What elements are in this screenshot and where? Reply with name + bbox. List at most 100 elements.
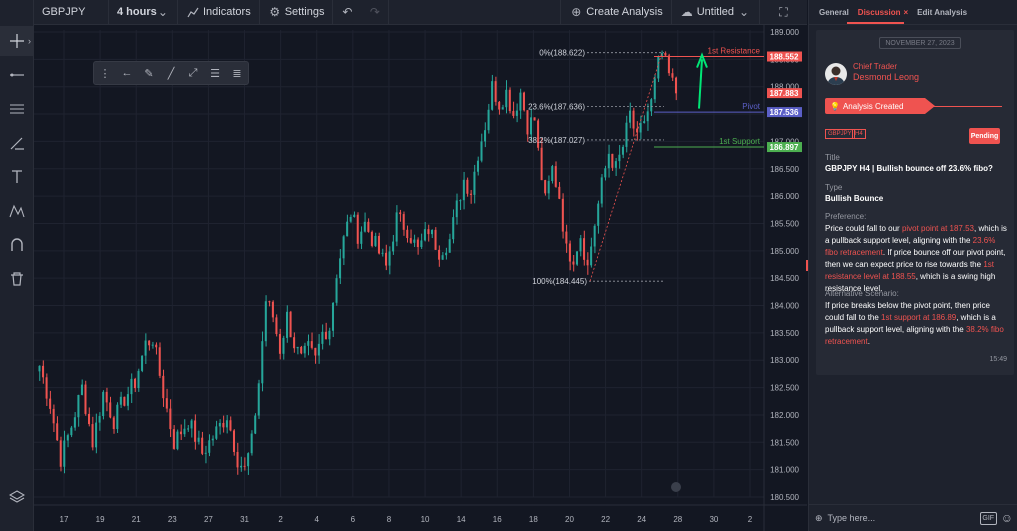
candle-body xyxy=(632,110,635,129)
tab-discussion[interactable]: Discussion × xyxy=(858,8,908,17)
candle-body xyxy=(331,302,335,331)
candle-body xyxy=(646,111,649,122)
type-value: Bullish Bounce xyxy=(825,194,884,203)
cloud-icon: ☁ xyxy=(680,5,693,19)
price-chart[interactable]: 189.000188.500188.000187.500187.000186.5… xyxy=(34,25,807,531)
undo-button[interactable]: ↶ xyxy=(333,0,361,25)
candle-body xyxy=(151,344,154,346)
avatar xyxy=(825,63,847,85)
fib-level-label: 100%(184.445) xyxy=(532,277,587,286)
candle-body xyxy=(597,203,600,226)
status-badge: Pending xyxy=(969,128,1000,144)
chart-canvas[interactable]: 189.000188.500188.000187.500187.000186.5… xyxy=(34,25,807,531)
candle-body xyxy=(501,107,504,110)
candle-body xyxy=(321,331,324,344)
author-name[interactable]: Desmond Leong xyxy=(853,72,920,82)
create-analysis-button[interactable]: ⊕ Create Analysis xyxy=(560,0,672,25)
y-tick-label: 186.000 xyxy=(770,192,799,201)
candle-body xyxy=(473,171,476,195)
candle-body xyxy=(476,160,479,172)
candle-body xyxy=(119,396,122,405)
candle-body xyxy=(208,440,211,453)
fullscreen-button[interactable]: ⛶ xyxy=(760,0,807,25)
layout-dropdown[interactable]: ☁ Untitled ⌄ xyxy=(672,0,760,25)
close-icon[interactable]: × xyxy=(903,7,909,17)
chevron-down-icon: ⌄ xyxy=(157,5,168,19)
candle-body xyxy=(452,217,455,240)
fib-retracement-icon[interactable]: ☰ xyxy=(210,67,220,80)
settings-button[interactable]: ⚙ Settings xyxy=(260,0,334,25)
fib-level-label: 38.2%(187.027) xyxy=(528,136,585,145)
tab-general[interactable]: General xyxy=(819,8,849,17)
candle-body xyxy=(621,146,624,155)
x-tick-label: 19 xyxy=(96,515,105,524)
analysis-created-label: Analysis Created xyxy=(842,101,904,111)
candle-body xyxy=(558,186,561,199)
redo-button[interactable]: ↷ xyxy=(361,0,390,25)
analysis-created-banner: 💡 Analysis Created xyxy=(825,98,925,114)
candle-body xyxy=(445,252,448,256)
candle-body xyxy=(650,99,653,112)
ray-icon[interactable]: ⤢ xyxy=(188,66,198,79)
drawing-tools-rail: › xyxy=(0,0,34,531)
candle-body xyxy=(604,168,607,178)
candle-body xyxy=(388,251,391,266)
channel-tool-icon[interactable] xyxy=(0,94,34,124)
emoji-icon[interactable]: ☺ xyxy=(1000,511,1013,525)
expand-arrow-icon[interactable]: › xyxy=(28,36,31,46)
pencil-icon[interactable]: ✎ xyxy=(144,67,154,80)
message-input[interactable]: Type here... xyxy=(827,513,876,523)
candle-body xyxy=(660,53,663,57)
candle-body xyxy=(56,423,59,441)
candle-body xyxy=(49,398,52,409)
drag-handle-icon[interactable]: ⋮ xyxy=(99,67,111,80)
active-tab-underline xyxy=(847,22,904,24)
paragraph-text: , which is a pullback support level, ali… xyxy=(825,224,1007,245)
text-tool-icon[interactable] xyxy=(0,162,34,192)
gif-button[interactable]: GIF xyxy=(979,511,997,525)
redo-icon: ↷ xyxy=(369,5,380,19)
crosshair-tool-icon[interactable] xyxy=(0,26,34,56)
panel-splitter[interactable] xyxy=(806,260,809,271)
layers-icon[interactable] xyxy=(0,482,34,512)
candle-body xyxy=(240,465,243,468)
indicators-button[interactable]: Indicators xyxy=(178,0,260,25)
magnet-tool-icon[interactable] xyxy=(0,230,34,260)
trend-line-icon[interactable]: ╱ xyxy=(167,67,175,80)
candle-body xyxy=(611,153,614,168)
y-tick-label: 187.000 xyxy=(770,137,799,146)
candle-body xyxy=(671,73,674,78)
plus-circle-icon[interactable]: ⊕ xyxy=(815,512,823,523)
candle-body xyxy=(448,239,451,253)
fib-extension-icon[interactable]: ≣ xyxy=(232,67,242,80)
candle-body xyxy=(264,301,267,342)
pattern-tool-icon[interactable] xyxy=(0,196,34,226)
preference-text: Price could fall to our pivot point at 1… xyxy=(825,223,1007,295)
type-label: Type xyxy=(825,183,843,192)
candle-body xyxy=(395,212,398,242)
chevron-down-icon: ⌄ xyxy=(738,5,750,19)
candle-body xyxy=(392,241,395,252)
y-tick-label: 181.000 xyxy=(770,466,799,475)
candle-body xyxy=(130,378,133,395)
interval-dropdown[interactable]: 4 hours ⌄ xyxy=(109,0,178,25)
candle-body xyxy=(307,341,310,346)
candle-body xyxy=(377,235,380,254)
candle-body xyxy=(172,429,175,449)
tab-edit-analysis[interactable]: Edit Analysis xyxy=(917,8,967,17)
date-chip: NOVEMBER 27, 2023 xyxy=(879,37,961,49)
symbol-search[interactable]: GBPJPY xyxy=(34,0,109,25)
horizontal-line-tool-icon[interactable] xyxy=(0,60,34,90)
trash-icon[interactable] xyxy=(0,264,34,294)
candle-body xyxy=(367,221,370,232)
brush-tool-icon[interactable] xyxy=(0,128,34,158)
candle-body xyxy=(123,396,126,406)
candle-body xyxy=(554,166,557,187)
candle-body xyxy=(289,311,292,338)
candle-body xyxy=(70,427,73,436)
candle-body xyxy=(342,236,345,259)
x-tick-label: 4 xyxy=(315,515,320,524)
x-tick-label: 16 xyxy=(493,515,502,524)
candle-body xyxy=(155,344,158,348)
arrow-line-icon[interactable]: ← xyxy=(121,67,133,79)
